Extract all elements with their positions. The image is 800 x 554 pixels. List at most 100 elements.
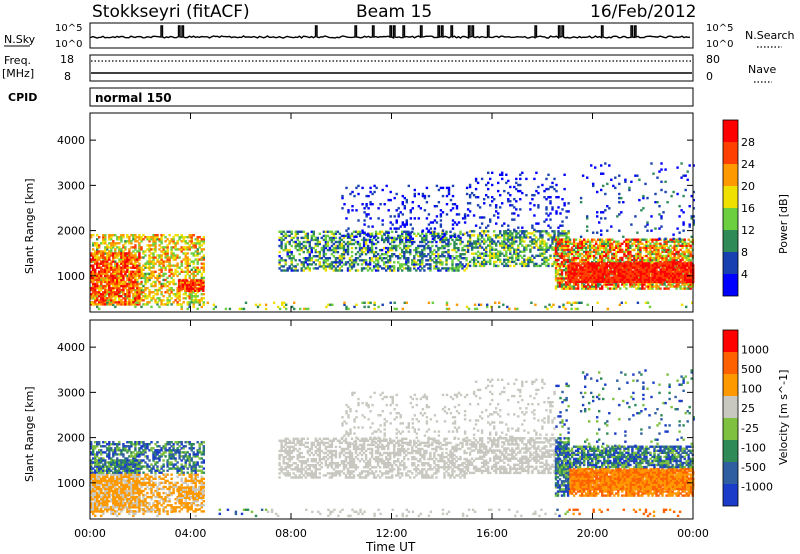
power-cell: [202, 258, 205, 261]
power-cell: [395, 227, 398, 230]
power-cell: [338, 244, 342, 248]
power-cell: [176, 240, 179, 243]
power-cell: [431, 240, 434, 244]
power-cell: [451, 265, 454, 268]
power-cell: [150, 284, 153, 288]
power-cell: [595, 285, 598, 288]
power-cell: [523, 254, 526, 257]
power-cell: [94, 278, 97, 282]
power-cell: [599, 244, 602, 247]
power-cell: [587, 250, 590, 254]
power-cell: [525, 262, 528, 266]
power-cell: [200, 272, 203, 276]
power-cell: [154, 238, 157, 241]
power-cell: [601, 244, 604, 247]
power-cell: [515, 252, 518, 255]
power-cell: [380, 259, 384, 262]
power-cell: [595, 248, 598, 252]
power-cell: [556, 240, 560, 243]
power-cell: [491, 240, 494, 243]
power-cell: [655, 242, 658, 245]
power-cell: [587, 262, 590, 265]
power-cell: [118, 270, 121, 273]
power-cell: [619, 258, 622, 262]
power-cell: [170, 303, 173, 306]
power-cell: [120, 234, 123, 237]
power-cell: [611, 287, 614, 290]
power-cell: [120, 270, 123, 273]
power-cell: [156, 234, 159, 237]
power-cell: [286, 248, 289, 252]
power-cell: [429, 263, 432, 266]
power-cell: [130, 254, 133, 257]
power-cell: [509, 260, 512, 264]
power-cell: [401, 221, 404, 224]
power-cell: [96, 238, 99, 241]
power-cell: [560, 262, 564, 266]
power-cell: [114, 270, 117, 273]
power-cell: [340, 257, 344, 260]
power-cell: [94, 252, 97, 255]
power-cell: [621, 258, 624, 262]
power-cell: [411, 259, 414, 262]
power-cell: [509, 242, 512, 245]
power-cell: [156, 254, 159, 257]
power-cell: [673, 246, 676, 249]
power-cell: [431, 234, 434, 238]
power-cell: [531, 194, 534, 197]
power-cell: [573, 270, 576, 273]
power-cell: [499, 232, 502, 235]
power-cell: [554, 287, 558, 290]
power-cell: [344, 263, 348, 266]
power-cell: [104, 240, 107, 243]
power-cell: [535, 222, 538, 225]
power-cell: [447, 253, 450, 256]
power-cell: [465, 244, 468, 248]
power-cell: [138, 282, 141, 286]
power-cell: [316, 238, 319, 242]
power-cell: [441, 232, 444, 235]
power-cell: [429, 269, 432, 272]
power-cell: [134, 299, 137, 302]
power-cell: [194, 266, 197, 269]
power-cell: [112, 266, 115, 269]
power-cell: [501, 262, 504, 266]
power-cell: [138, 266, 141, 269]
power-cell: [593, 274, 596, 277]
power-cell: [132, 270, 135, 273]
power-cell: [298, 246, 301, 250]
power-cell: [174, 248, 177, 251]
power-cell: [633, 285, 636, 288]
power-cell: [665, 248, 668, 252]
power-cell: [190, 289, 193, 292]
power-cell: [302, 250, 305, 254]
power-cell: [148, 295, 151, 298]
power-cell: [545, 230, 548, 233]
power-cell: [587, 281, 590, 284]
power-cell: [575, 276, 578, 279]
power-cell: [146, 260, 149, 263]
power-cell: [184, 285, 187, 288]
power-cell: [126, 236, 129, 239]
power-cell: [566, 246, 570, 249]
power-cell: [476, 242, 480, 245]
power-cell: [651, 240, 654, 243]
power-cell: [677, 252, 680, 256]
power-cell: [126, 282, 129, 286]
power-cell: [351, 205, 354, 208]
power-cell: [558, 267, 562, 270]
nsky-trace: [90, 25, 691, 40]
power-cell: [174, 295, 177, 298]
power-cell: [507, 264, 510, 268]
power-cell: [364, 263, 368, 266]
power-cell: [114, 284, 117, 288]
power-cell: [511, 232, 514, 235]
power-cell: [106, 270, 109, 273]
power-cell: [385, 265, 388, 268]
power-cell: [100, 297, 103, 300]
power-cell: [118, 260, 121, 263]
power-cell: [365, 215, 368, 218]
power-cell: [461, 246, 464, 250]
power-cell: [560, 240, 564, 243]
power-cell: [558, 285, 562, 288]
